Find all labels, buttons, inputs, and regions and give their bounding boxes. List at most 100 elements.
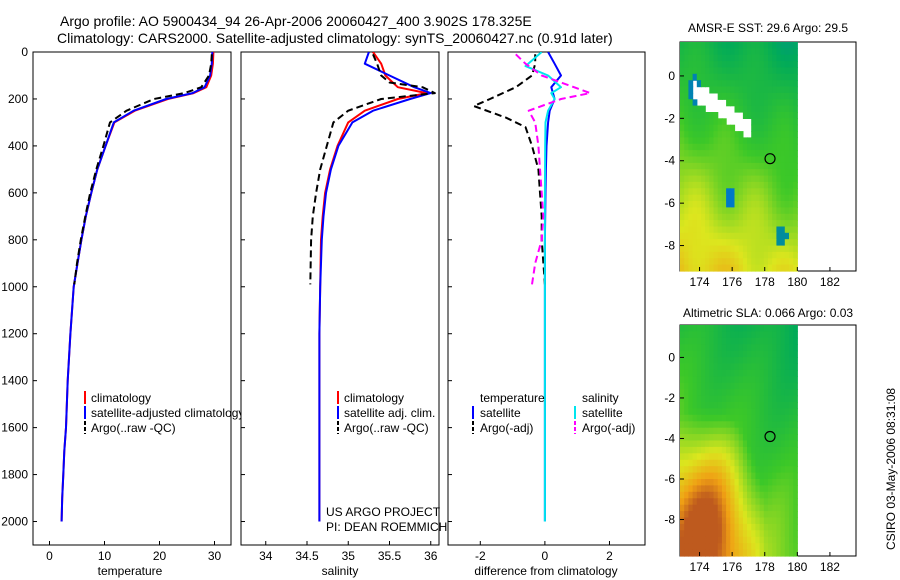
map-cell xyxy=(680,112,685,119)
map-cell xyxy=(713,232,719,240)
map-cell xyxy=(680,453,685,461)
map-cell xyxy=(688,245,694,253)
map-cell xyxy=(680,54,685,62)
map-cell xyxy=(705,440,710,448)
map-cell xyxy=(692,105,698,113)
map-cell xyxy=(738,408,744,416)
map-cell xyxy=(692,325,698,332)
map-cell xyxy=(726,201,731,208)
map-cell xyxy=(713,350,719,358)
map-cell xyxy=(726,207,731,215)
map-cell xyxy=(705,363,710,371)
map-cell xyxy=(789,143,794,151)
map-cell xyxy=(692,472,698,480)
map-cell xyxy=(721,73,727,81)
map-cell xyxy=(726,453,731,461)
map-cell xyxy=(776,376,782,384)
map-cell xyxy=(772,105,777,113)
map-cell xyxy=(713,440,719,448)
map-cell xyxy=(709,414,715,422)
map-cell xyxy=(705,523,710,531)
map-cell xyxy=(780,517,786,525)
map-cell xyxy=(709,251,715,259)
map-cell xyxy=(717,61,723,69)
map-cell xyxy=(768,162,773,170)
map-cell xyxy=(709,207,715,215)
map-cell xyxy=(759,156,765,164)
map-cell xyxy=(763,194,769,202)
map-x-tick-label: 178 xyxy=(755,275,775,289)
map-cell xyxy=(763,498,769,506)
map-cell xyxy=(793,258,798,266)
map-cell xyxy=(772,226,777,234)
map-cell xyxy=(717,162,723,170)
map-cell xyxy=(701,485,706,493)
y-tick-label: 1600 xyxy=(1,421,28,435)
map-cell xyxy=(713,389,719,397)
map-cell xyxy=(684,188,689,196)
map-cell xyxy=(696,504,702,512)
map-cell xyxy=(730,414,736,422)
map-cell xyxy=(696,143,702,151)
map-cell xyxy=(709,67,715,75)
map-cell xyxy=(680,48,685,56)
map-cell xyxy=(717,207,723,215)
map-cell xyxy=(680,440,685,448)
map-cell xyxy=(738,491,744,499)
map-cell xyxy=(680,137,685,145)
map-cell xyxy=(692,118,698,126)
map-cell xyxy=(772,42,777,49)
map-cell xyxy=(680,232,685,240)
map-cell xyxy=(688,402,694,409)
map-cell xyxy=(772,466,777,474)
map-cell xyxy=(684,61,689,69)
map-cell xyxy=(755,543,761,551)
map-cell xyxy=(784,357,790,365)
map-cell xyxy=(784,194,790,202)
map-cell xyxy=(684,389,689,397)
map-cell xyxy=(696,194,702,202)
map-cell xyxy=(692,479,698,486)
map-cell xyxy=(793,54,798,62)
map-cell xyxy=(747,61,752,69)
map-cell xyxy=(692,150,698,158)
map-cell xyxy=(721,86,727,94)
map-cell xyxy=(730,80,736,88)
map-cell xyxy=(751,201,756,208)
map-cell xyxy=(776,207,782,215)
map-cell xyxy=(705,42,710,49)
map-cell xyxy=(730,421,736,429)
map-cell xyxy=(721,207,727,215)
map-cell xyxy=(730,48,736,56)
map-cell xyxy=(705,466,710,474)
map-cell xyxy=(776,181,782,189)
map-cell xyxy=(717,245,723,253)
map-cell xyxy=(772,376,777,384)
map-cell xyxy=(709,48,715,56)
map-cell xyxy=(738,80,744,88)
map-cell xyxy=(759,389,765,397)
map-cell xyxy=(780,156,786,164)
map-cell xyxy=(713,251,719,259)
map-cell xyxy=(768,472,773,480)
map-cell xyxy=(759,220,765,228)
map-cell xyxy=(784,504,790,512)
map-cell xyxy=(688,382,694,390)
map-cell xyxy=(789,350,794,358)
map-cell xyxy=(701,175,706,183)
map-cell xyxy=(738,194,744,202)
map-cell xyxy=(701,48,706,56)
map-cell xyxy=(692,344,698,352)
map-cell xyxy=(684,498,689,506)
map-cell xyxy=(680,543,685,551)
map-cell xyxy=(684,162,689,170)
map-cell xyxy=(780,124,786,132)
map-cell xyxy=(793,421,798,429)
map-cell xyxy=(701,137,706,145)
map-cell xyxy=(680,389,685,397)
map-cell xyxy=(793,124,798,132)
map-cell xyxy=(734,421,740,429)
map-cell xyxy=(763,258,769,266)
map-cell xyxy=(696,105,702,113)
